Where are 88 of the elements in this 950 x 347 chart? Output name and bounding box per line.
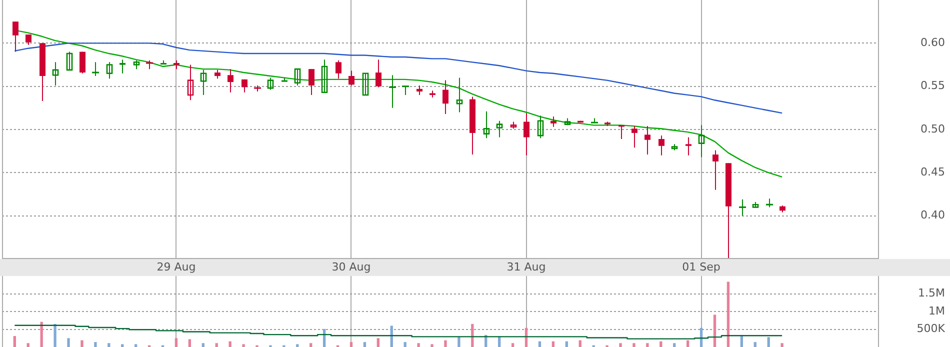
bar [538, 341, 542, 347]
bar [552, 341, 555, 347]
candlestick [658, 135, 664, 156]
candlestick [712, 150, 718, 190]
candlestick [66, 51, 73, 71]
bar [578, 340, 582, 347]
bar [444, 340, 447, 347]
bar [54, 324, 56, 347]
y-tick-label: 500K [916, 322, 946, 336]
candlestick [456, 77, 463, 113]
candlestick [200, 69, 207, 96]
candlestick [644, 126, 650, 156]
bar [215, 343, 218, 347]
bar [363, 342, 366, 347]
bar [660, 341, 662, 347]
candlestick [228, 68, 234, 93]
bar [188, 339, 192, 347]
candlestick [537, 115, 544, 139]
candlestick [496, 120, 503, 138]
candlestick [26, 34, 32, 46]
y-tick-label: 0.50 [920, 122, 945, 136]
bar [296, 344, 299, 347]
bar [121, 344, 124, 347]
bar [67, 338, 70, 347]
candlestick [106, 62, 113, 80]
bar [713, 314, 716, 347]
x-tick-label: 01 Sep [682, 260, 720, 274]
candlestick [618, 124, 624, 140]
candlestick [294, 68, 301, 86]
bar [13, 336, 16, 347]
bar [673, 343, 676, 347]
bar [686, 340, 690, 347]
candlestick [187, 64, 194, 101]
candlestick [442, 80, 448, 114]
bar [390, 326, 393, 347]
y-tick-label: 0.55 [920, 79, 945, 92]
candlestick [376, 59, 382, 88]
candlestick [550, 116, 556, 128]
bar [202, 343, 204, 347]
bar [511, 343, 514, 347]
y-tick-label: 1.5M [918, 286, 945, 300]
bar [754, 342, 756, 347]
bar [174, 338, 178, 347]
candlestick [416, 84, 422, 96]
bar [632, 343, 636, 347]
candlestick [336, 60, 342, 80]
candlestick [321, 59, 328, 94]
bar [228, 341, 232, 347]
candlestick [632, 126, 638, 148]
candlestick [686, 136, 692, 156]
y-tick-label: 0.40 [920, 208, 945, 222]
x-tick-label: 30 Aug [332, 260, 371, 274]
bar [350, 342, 353, 347]
bar [242, 344, 245, 347]
bar [26, 343, 30, 347]
y-tick-label: 0.60 [920, 36, 945, 50]
bar [767, 337, 770, 347]
bar [646, 343, 649, 347]
candlestick [52, 62, 59, 86]
candlestick [483, 110, 490, 139]
candlestick [362, 72, 369, 96]
candlestick [242, 78, 248, 93]
candlestick [348, 70, 354, 86]
y-tick-label: 1M [928, 304, 945, 318]
x-tick-label: 31 Aug [506, 260, 546, 274]
candlestick [80, 51, 86, 74]
bar [376, 338, 380, 347]
candlestick [12, 21, 18, 52]
y-tick-label: 0.45 [920, 166, 945, 179]
bar [619, 343, 622, 347]
x-tick-label: 29 Aug [156, 260, 196, 274]
bar [108, 343, 110, 347]
bar [310, 343, 312, 347]
bar [565, 341, 568, 347]
bar [417, 343, 420, 347]
candlestick [120, 59, 126, 74]
candlestick [524, 112, 530, 156]
candlestick [267, 77, 274, 90]
candlestick [698, 124, 705, 158]
bar [404, 342, 406, 347]
candlestick [308, 68, 314, 96]
bar [780, 343, 784, 347]
bar [726, 282, 730, 347]
bar [430, 344, 434, 347]
bar [458, 337, 460, 347]
bar [80, 340, 84, 347]
bar [134, 344, 138, 347]
bar [94, 342, 97, 347]
